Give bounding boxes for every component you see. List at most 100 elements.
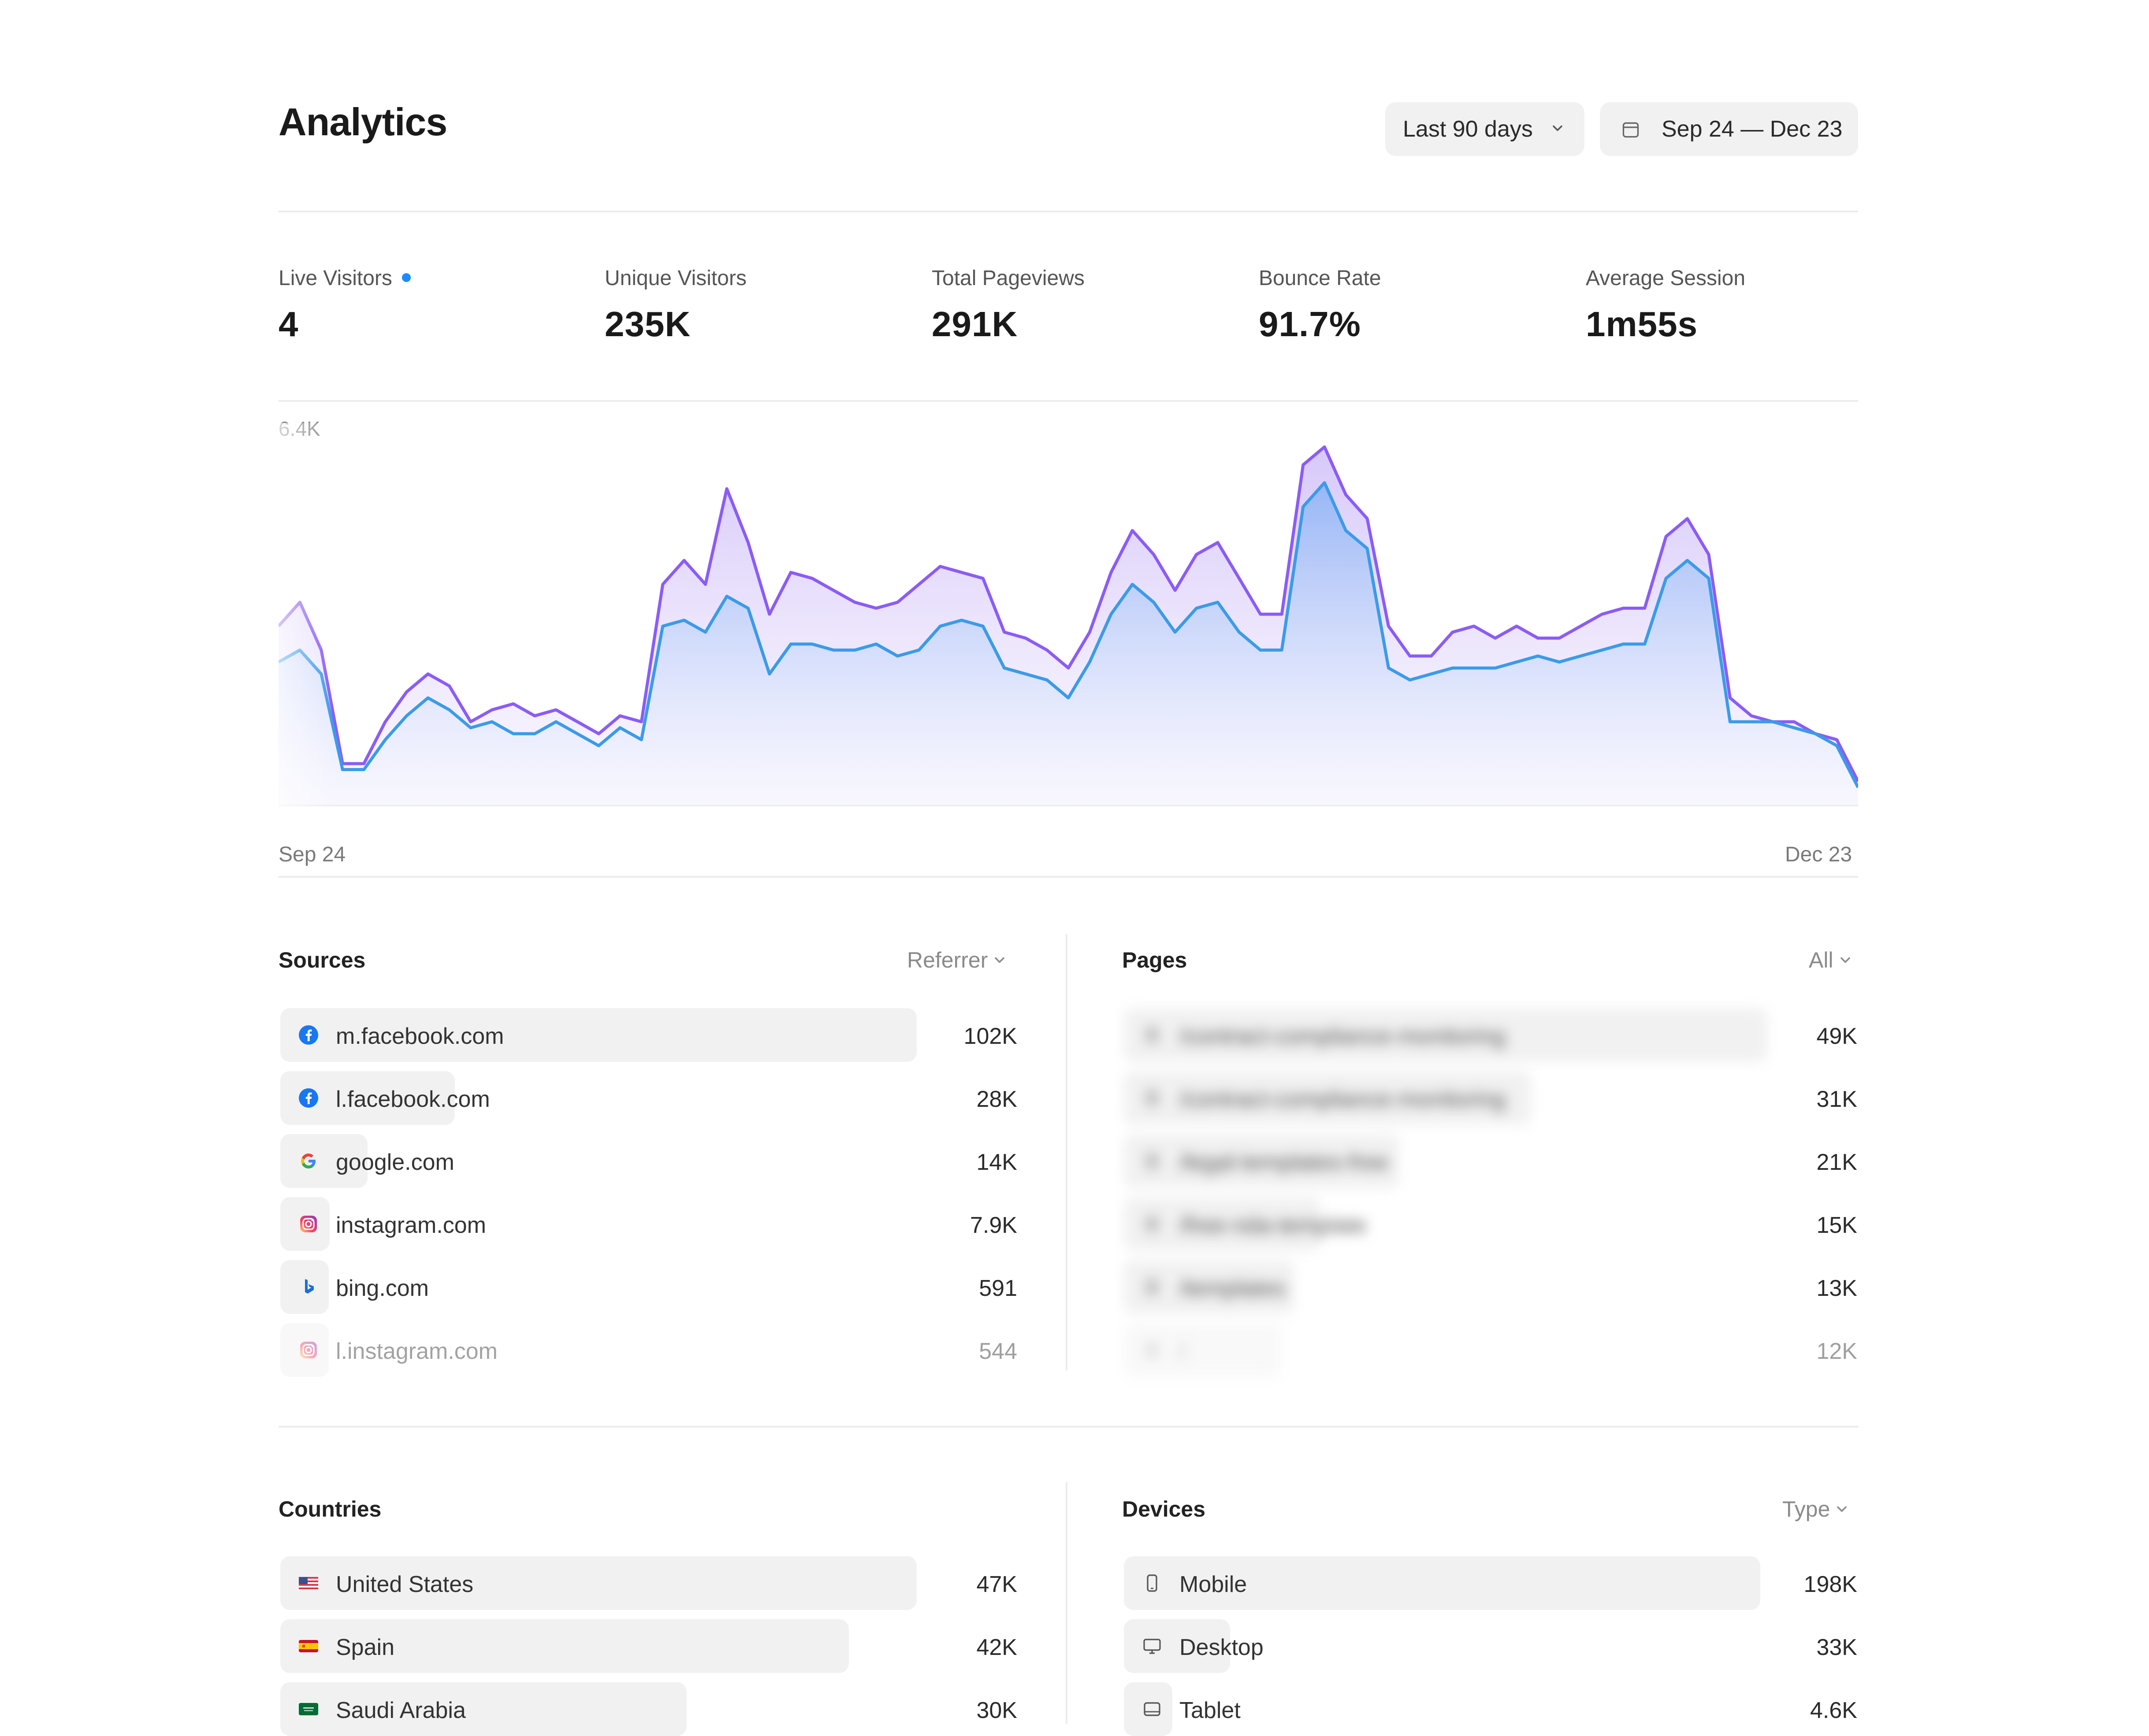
- source-row[interactable]: m.facebook.com 102K: [280, 1008, 1017, 1062]
- stat-bounce-rate-label: Bounce Rate: [1259, 267, 1381, 290]
- panel-divider: [1066, 934, 1067, 1370]
- date-range-select-label: Last 90 days: [1403, 116, 1533, 142]
- country-value: 47K: [976, 1572, 1017, 1597]
- page-bar: [1124, 1008, 1767, 1062]
- pages-filter-select[interactable]: All: [1809, 947, 1852, 973]
- country-row[interactable]: United States 47K: [280, 1556, 1017, 1610]
- stat-unique-visitors-label: Unique Visitors: [605, 267, 747, 290]
- chevron-down-icon: [995, 957, 1005, 963]
- source-label: m.facebook.com: [336, 1024, 504, 1049]
- source-row[interactable]: bing.com 591: [280, 1260, 1017, 1314]
- sources-filter-label: Referrer: [907, 948, 988, 972]
- country-value: 42K: [976, 1635, 1017, 1660]
- page-value: 12K: [1816, 1339, 1857, 1364]
- page-row[interactable]: /legal-templates-free 21K: [1124, 1134, 1857, 1188]
- source-row[interactable]: l.instagram.com 544: [280, 1323, 1017, 1377]
- page-label: /contract-compliance-monitoring: [1179, 1087, 1506, 1112]
- country-label: Saudi Arabia: [336, 1698, 466, 1723]
- instagram-icon: [298, 1339, 319, 1361]
- sources-filter-select[interactable]: Referrer: [907, 947, 1006, 973]
- divider: [279, 876, 1858, 878]
- source-label: l.facebook.com: [336, 1087, 490, 1112]
- date-picker-button[interactable]: Sep 24 — Dec 23: [1600, 102, 1858, 156]
- device-label: Desktop: [1179, 1635, 1264, 1660]
- chart-x-start-label: Sep 24: [279, 843, 346, 866]
- country-row[interactable]: Spain 42K: [280, 1619, 1017, 1673]
- stat-live-visitors-label: Live Visitors: [279, 266, 411, 290]
- calendar-icon: [1622, 122, 1639, 138]
- page-row[interactable]: /contract-compliance-monitoring 49K: [1124, 1008, 1857, 1062]
- page-label: /contract-compliance-monitoring: [1179, 1024, 1506, 1049]
- page-value: 21K: [1816, 1150, 1857, 1175]
- device-bar: [1124, 1556, 1760, 1610]
- facebook-icon: [298, 1087, 319, 1109]
- stat-total-pageviews-label: Total Pageviews: [932, 267, 1085, 290]
- live-indicator-icon: [402, 273, 411, 282]
- source-label: instagram.com: [336, 1213, 486, 1238]
- source-label: google.com: [336, 1150, 454, 1175]
- stat-bounce-rate-value: 91.7%: [1259, 304, 1361, 344]
- device-row[interactable]: Tablet 4.6K: [1124, 1682, 1857, 1736]
- page-bar: [1124, 1071, 1531, 1125]
- source-value: 102K: [963, 1024, 1017, 1049]
- pages-filter-label: All: [1809, 948, 1833, 972]
- facebook-icon: [298, 1024, 319, 1046]
- source-value: 7.9K: [970, 1213, 1017, 1238]
- chevron-down-icon: [1840, 957, 1850, 963]
- devices-filter-select[interactable]: Type: [1782, 1496, 1848, 1522]
- page-label: /legal-templates-free: [1179, 1150, 1388, 1175]
- source-row[interactable]: l.facebook.com 28K: [280, 1071, 1017, 1125]
- devices-title: Devices: [1122, 1497, 1206, 1521]
- saudi-flag-icon: [298, 1699, 319, 1720]
- mobile-icon: [1141, 1573, 1163, 1594]
- page-icon: [1141, 1087, 1163, 1109]
- device-label: Mobile: [1179, 1572, 1247, 1597]
- page-label: /: [1179, 1339, 1186, 1364]
- device-value: 33K: [1816, 1635, 1857, 1660]
- source-row[interactable]: instagram.com 7.9K: [280, 1197, 1017, 1251]
- page-icon: [1141, 1024, 1163, 1046]
- source-value: 28K: [976, 1087, 1017, 1112]
- page-icon: [1141, 1339, 1163, 1361]
- page-icon: [1141, 1150, 1163, 1172]
- stat-total-pageviews-value: 291K: [932, 304, 1018, 344]
- chart-edge-fade: [279, 423, 1858, 811]
- date-range-label: Sep 24 — Dec 23: [1662, 116, 1843, 142]
- devices-filter-label: Type: [1782, 1497, 1830, 1521]
- spain-flag-icon: [298, 1636, 319, 1657]
- page-row[interactable]: /templates 13K: [1124, 1260, 1857, 1314]
- pages-title: Pages: [1122, 948, 1187, 972]
- page-value: 49K: [1816, 1024, 1857, 1049]
- page-bar: [1124, 1323, 1282, 1377]
- page-value: 13K: [1816, 1276, 1857, 1301]
- page-value: 31K: [1816, 1087, 1857, 1112]
- page-row[interactable]: /contract-compliance-monitoring 31K: [1124, 1071, 1857, 1125]
- page-icon: [1141, 1213, 1163, 1235]
- device-value: 4.6K: [1810, 1698, 1857, 1723]
- source-value: 544: [979, 1339, 1017, 1364]
- country-label: Spain: [336, 1635, 394, 1660]
- device-bar: [1124, 1619, 1230, 1673]
- stat-live-visitors-value: 4: [279, 304, 299, 344]
- page-row[interactable]: / 12K: [1124, 1323, 1857, 1377]
- device-value: 198K: [1803, 1572, 1857, 1597]
- device-row[interactable]: Desktop 33K: [1124, 1619, 1857, 1673]
- source-row[interactable]: google.com 14K: [280, 1134, 1017, 1188]
- source-value: 591: [979, 1276, 1017, 1301]
- visitors-chart[interactable]: [279, 423, 1858, 811]
- stat-unique-visitors-value: 235K: [605, 304, 691, 344]
- country-bar: [280, 1556, 917, 1610]
- countries-title: Countries: [279, 1497, 382, 1521]
- page-bar: [1124, 1134, 1400, 1188]
- source-value: 14K: [976, 1150, 1017, 1175]
- device-row[interactable]: Mobile 198K: [1124, 1556, 1857, 1610]
- chevron-down-icon: [1553, 125, 1562, 131]
- source-bar: [280, 1260, 329, 1314]
- divider: [279, 1426, 1858, 1428]
- page-value: 15K: [1816, 1213, 1857, 1238]
- date-range-select[interactable]: Last 90 days: [1385, 102, 1584, 156]
- country-bar: [280, 1619, 849, 1673]
- country-row[interactable]: Saudi Arabia 30K: [280, 1682, 1017, 1736]
- page-row[interactable]: /free-nda-template 15K: [1124, 1197, 1857, 1251]
- source-bar: [280, 1134, 368, 1188]
